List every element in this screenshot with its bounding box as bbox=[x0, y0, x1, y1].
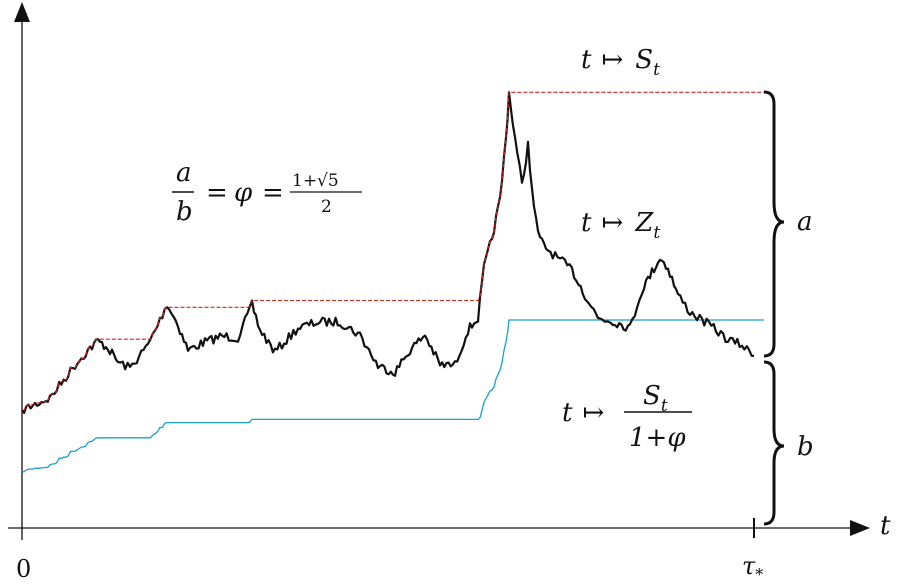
ratio-curve-label: t ↦ St 1+φ bbox=[562, 381, 692, 453]
scaled-max-curve bbox=[22, 319, 764, 473]
brace-a-label: a bbox=[797, 207, 813, 237]
svg-text:1+φ: 1+φ bbox=[629, 423, 686, 453]
s-curve-label: t ↦ St bbox=[581, 45, 660, 80]
brace-b-label: b bbox=[797, 432, 814, 462]
svg-text:1+√5: 1+√5 bbox=[292, 171, 339, 191]
z-curve-label: t ↦ Zt bbox=[581, 208, 660, 243]
svg-text:=: = bbox=[262, 178, 284, 208]
brace-b bbox=[763, 360, 785, 526]
axes bbox=[8, 2, 870, 540]
tau-star-label: τ* bbox=[742, 552, 763, 584]
golden-ratio-formula: a b = φ = 1+√5 2 bbox=[172, 158, 362, 227]
svg-text:2: 2 bbox=[321, 197, 332, 217]
svg-text:t↦: t ↦ bbox=[562, 398, 604, 428]
y-axis-arrowhead bbox=[14, 2, 30, 22]
svg-text:St: St bbox=[643, 381, 668, 416]
brace-a bbox=[763, 90, 785, 358]
svg-text:b: b bbox=[176, 197, 193, 227]
process-z-curve bbox=[21, 91, 755, 414]
svg-text:φ: φ bbox=[234, 178, 253, 208]
running-max-s-curve bbox=[22, 91, 764, 411]
x-axis-label: t bbox=[880, 511, 891, 541]
x-axis-arrowhead bbox=[850, 520, 870, 536]
svg-text:a: a bbox=[176, 158, 192, 188]
origin-label: 0 bbox=[16, 555, 31, 583]
svg-text:=: = bbox=[206, 178, 228, 208]
